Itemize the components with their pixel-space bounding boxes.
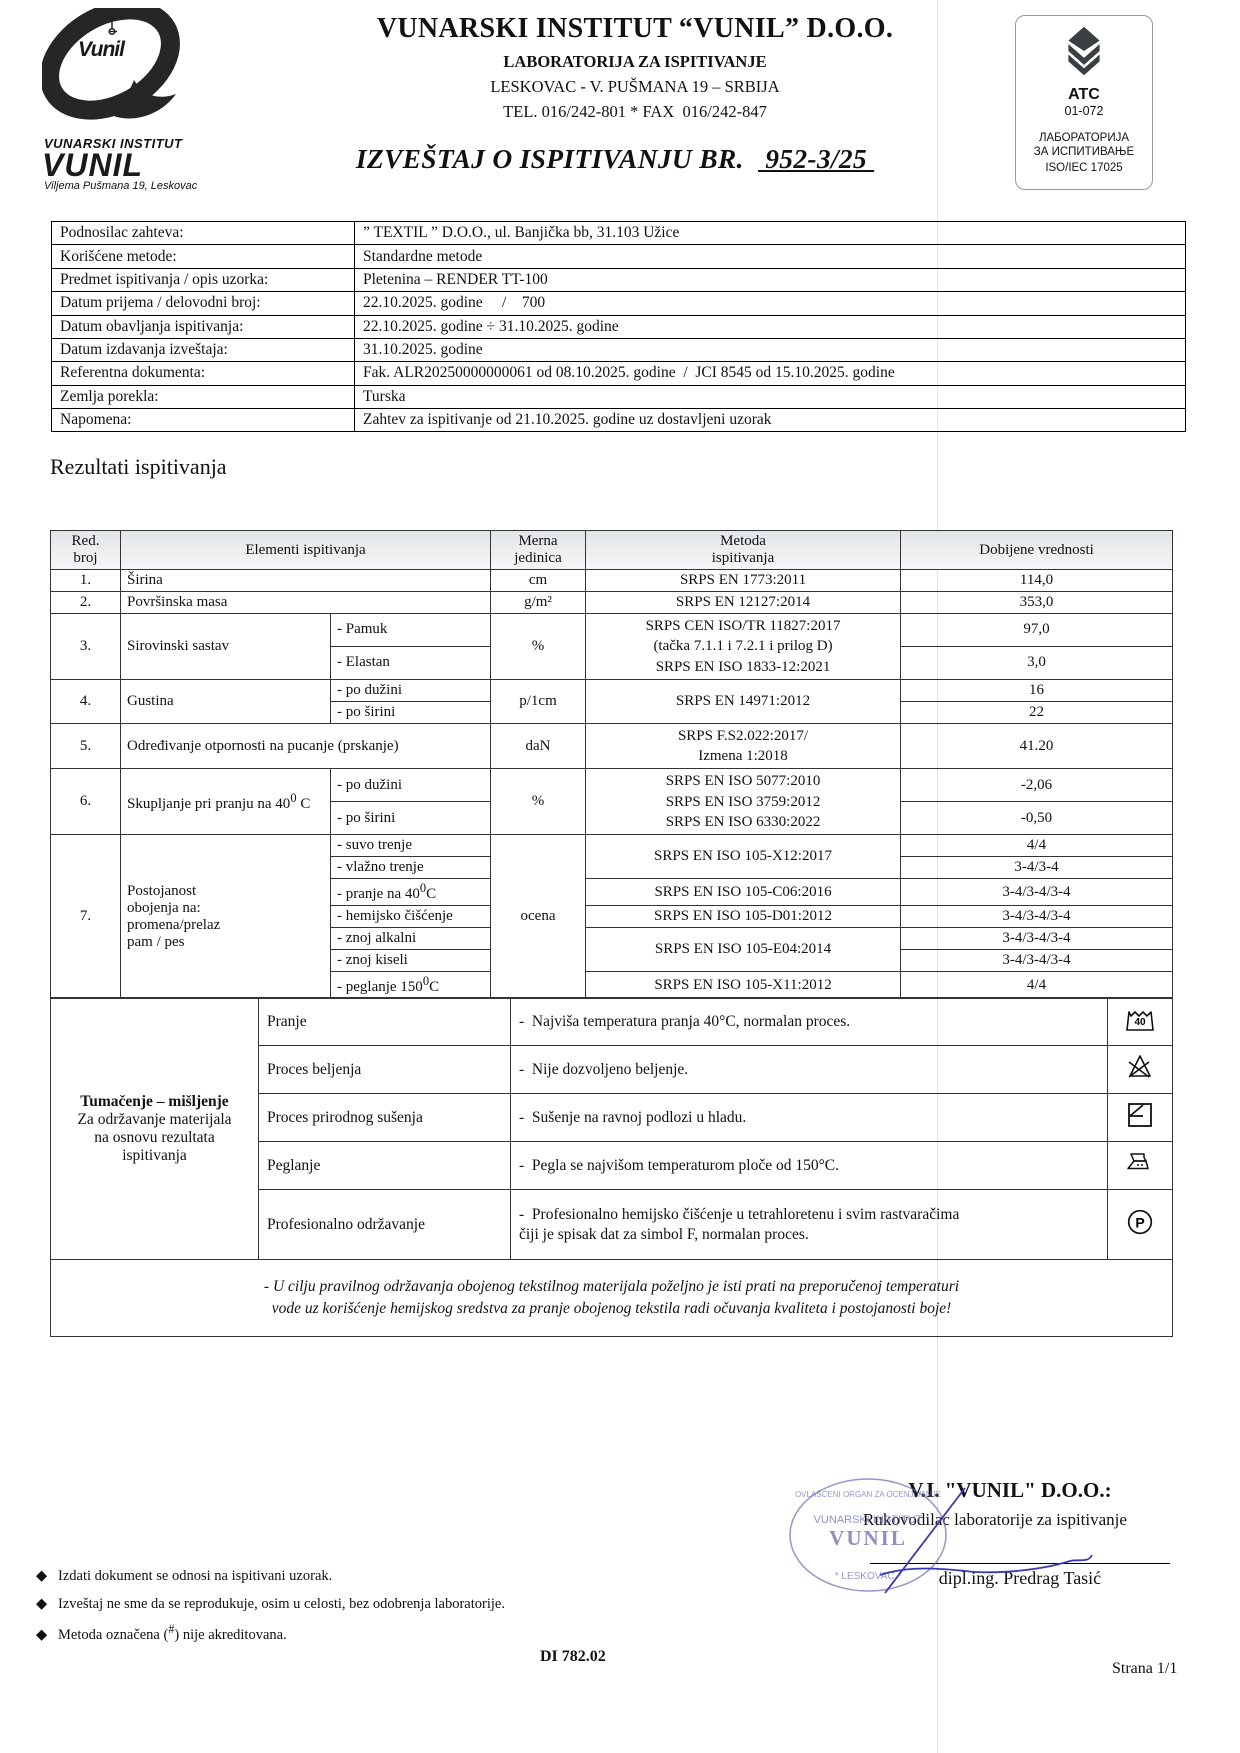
svg-text:40: 40 xyxy=(1134,1017,1146,1028)
svg-text:P: P xyxy=(1135,1215,1144,1231)
